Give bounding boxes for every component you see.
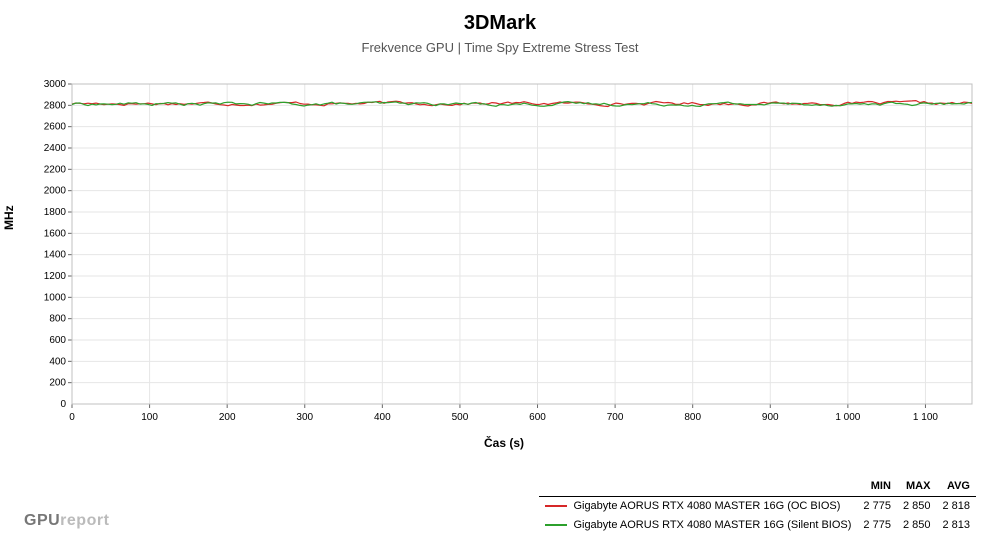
chart-subtitle: Frekvence GPU | Time Spy Extreme Stress … <box>0 40 1000 55</box>
svg-text:2600: 2600 <box>44 122 67 133</box>
svg-text:1000: 1000 <box>44 292 67 303</box>
svg-text:1 100: 1 100 <box>913 412 938 423</box>
svg-text:300: 300 <box>296 412 313 423</box>
svg-text:1600: 1600 <box>44 228 67 239</box>
svg-text:600: 600 <box>529 412 546 423</box>
svg-text:500: 500 <box>452 412 469 423</box>
svg-text:2800: 2800 <box>44 100 67 111</box>
x-axis-label: Čas (s) <box>28 436 980 450</box>
line-chart: 2004006008001000120014001600180020002200… <box>28 78 980 438</box>
svg-text:900: 900 <box>762 412 779 423</box>
svg-text:1800: 1800 <box>44 207 67 218</box>
legend-min: 2 775 <box>857 497 897 516</box>
svg-text:100: 100 <box>141 412 158 423</box>
svg-text:3000: 3000 <box>44 79 67 90</box>
legend-header-row: MIN MAX AVG <box>539 478 976 497</box>
svg-text:800: 800 <box>49 314 66 325</box>
watermark-logo: GPUreport <box>24 512 109 530</box>
svg-text:700: 700 <box>607 412 624 423</box>
svg-text:400: 400 <box>49 356 66 367</box>
legend-max: 2 850 <box>897 516 937 535</box>
legend-avg: 2 813 <box>936 516 976 535</box>
svg-text:400: 400 <box>374 412 391 423</box>
svg-text:2200: 2200 <box>44 164 67 175</box>
legend-min: 2 775 <box>857 516 897 535</box>
svg-text:800: 800 <box>684 412 701 423</box>
legend-col-avg: AVG <box>936 478 976 497</box>
chart-title: 3DMark <box>0 12 1000 35</box>
legend-series-name: Gigabyte AORUS RTX 4080 MASTER 16G (OC B… <box>573 500 840 512</box>
legend-row: Gigabyte AORUS RTX 4080 MASTER 16G (OC B… <box>539 497 976 516</box>
svg-text:0: 0 <box>69 412 75 423</box>
watermark-prefix: GPU <box>24 512 60 529</box>
legend-row: Gigabyte AORUS RTX 4080 MASTER 16G (Sile… <box>539 516 976 535</box>
svg-text:2400: 2400 <box>44 143 67 154</box>
y-axis-label: MHz <box>2 205 16 230</box>
chart-legend: MIN MAX AVG Gigabyte AORUS RTX 4080 MAST… <box>539 478 976 535</box>
legend-avg: 2 818 <box>936 497 976 516</box>
svg-text:200: 200 <box>219 412 236 423</box>
svg-text:1 000: 1 000 <box>835 412 860 423</box>
svg-text:2000: 2000 <box>44 186 67 197</box>
legend-series-name: Gigabyte AORUS RTX 4080 MASTER 16G (Sile… <box>573 519 851 531</box>
legend-max: 2 850 <box>897 497 937 516</box>
svg-text:1200: 1200 <box>44 271 67 282</box>
svg-text:0: 0 <box>60 399 66 410</box>
svg-text:1400: 1400 <box>44 250 67 261</box>
legend-col-max: MAX <box>897 478 937 497</box>
legend-col-min: MIN <box>857 478 897 497</box>
svg-text:200: 200 <box>49 378 66 389</box>
svg-text:600: 600 <box>49 335 66 346</box>
watermark-suffix: report <box>60 512 109 529</box>
